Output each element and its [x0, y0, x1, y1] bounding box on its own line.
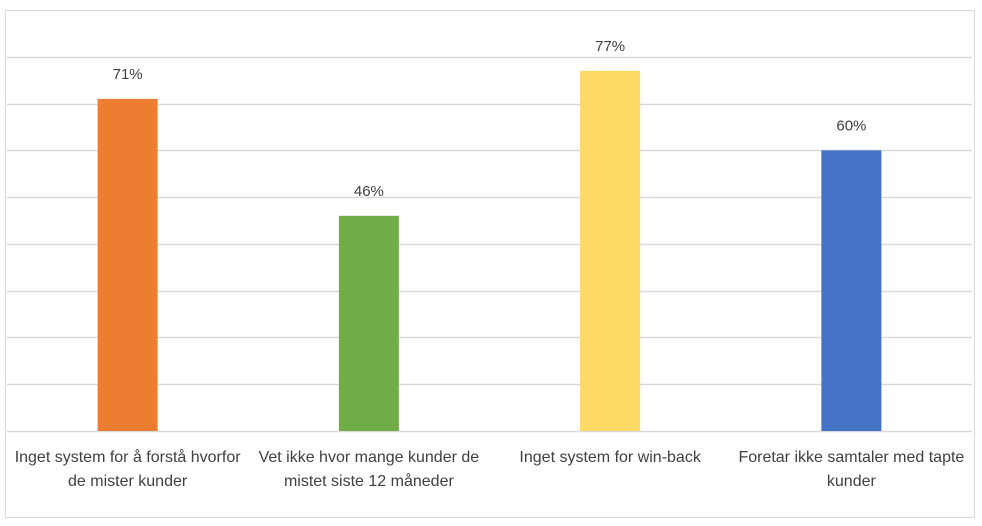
- data-label: 77%: [595, 38, 625, 55]
- bar: [338, 215, 399, 431]
- data-label: 46%: [354, 183, 384, 200]
- bar: [97, 98, 158, 431]
- bar: [821, 150, 882, 432]
- x-tick-label: Foretar ikke samtaler med tapte kunder: [738, 449, 965, 490]
- x-tick-label: Inget system for win-back: [519, 449, 701, 466]
- x-tick-label: Vet ikke hvor mange kunder de mistet sis…: [258, 449, 480, 490]
- data-label: 71%: [113, 66, 143, 83]
- chart-border: [5, 10, 975, 518]
- data-label: 60%: [836, 117, 866, 134]
- x-tick-label: Inget system for å forstå hvorfor de mis…: [14, 449, 241, 490]
- bar: [580, 70, 641, 432]
